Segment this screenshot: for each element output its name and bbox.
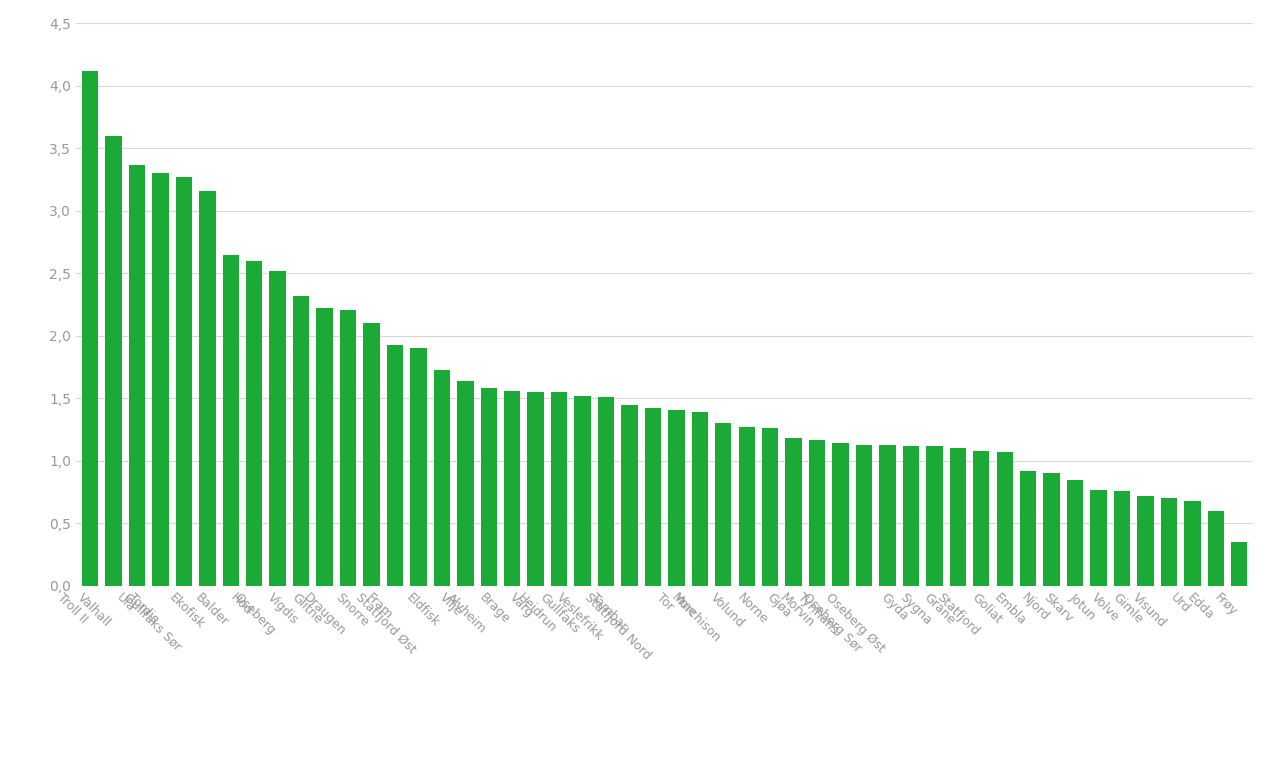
Bar xyxy=(199,191,215,586)
Bar xyxy=(644,408,661,586)
Bar xyxy=(270,271,286,586)
Bar xyxy=(1161,498,1177,586)
Bar xyxy=(434,369,449,586)
Bar xyxy=(528,392,544,586)
Bar xyxy=(715,423,732,586)
Bar xyxy=(82,71,99,586)
Bar xyxy=(996,452,1013,586)
Bar xyxy=(1184,501,1200,586)
Bar xyxy=(363,323,380,586)
Bar xyxy=(622,405,638,586)
Bar xyxy=(292,296,309,586)
Bar xyxy=(246,261,262,586)
Bar xyxy=(880,444,895,586)
Bar xyxy=(457,381,473,586)
Bar xyxy=(1114,490,1131,586)
Bar xyxy=(1137,496,1153,586)
Bar xyxy=(598,397,614,586)
Bar xyxy=(152,173,168,586)
Bar xyxy=(668,409,685,586)
Bar xyxy=(1067,480,1084,586)
Bar xyxy=(762,428,779,586)
Bar xyxy=(927,446,943,586)
Bar xyxy=(1231,542,1247,586)
Bar xyxy=(386,344,403,586)
Bar xyxy=(223,255,239,586)
Bar xyxy=(903,446,919,586)
Bar xyxy=(856,444,872,586)
Bar xyxy=(176,177,192,586)
Bar xyxy=(575,396,591,586)
Bar xyxy=(551,392,567,586)
Bar xyxy=(691,412,708,586)
Bar xyxy=(1208,511,1224,586)
Bar xyxy=(316,308,333,586)
Bar xyxy=(950,448,966,586)
Bar xyxy=(1090,490,1106,586)
Bar xyxy=(974,451,990,586)
Bar xyxy=(105,136,122,586)
Bar xyxy=(504,390,520,586)
Bar xyxy=(1020,471,1037,586)
Bar xyxy=(738,427,755,586)
Bar xyxy=(339,309,356,586)
Bar xyxy=(1043,473,1060,586)
Bar xyxy=(410,348,427,586)
Bar xyxy=(785,438,801,586)
Bar xyxy=(809,440,825,586)
Bar xyxy=(481,388,498,586)
Bar xyxy=(832,444,848,586)
Bar xyxy=(129,165,146,586)
